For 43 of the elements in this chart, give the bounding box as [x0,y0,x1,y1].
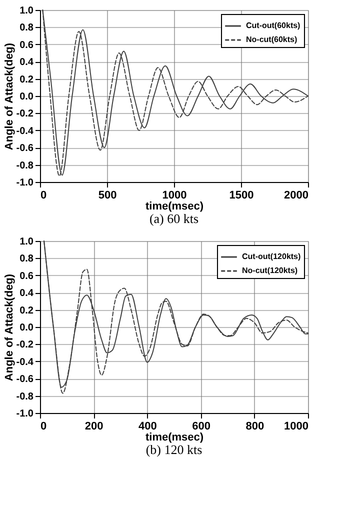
x-tick-label: 0 [40,190,47,202]
y-tick-label: -0.8 [16,391,34,402]
y-tick-label: -0.6 [16,143,34,154]
y-tick-label: 0.4 [20,288,34,300]
y-tick-label: 0.0 [20,322,34,334]
x-tick-label: 0 [40,420,47,432]
y-tick-label: -1.0 [16,178,34,188]
x-tick-label: 200 [84,420,104,432]
legend-label: Cut-out(120kts) [242,252,302,261]
x-tick-label: 2000 [284,190,308,202]
y-tick-label: 0.4 [20,57,34,68]
x-tick-label: 600 [192,420,210,432]
text: (b) 120 kts [146,442,202,457]
text: (a) 60 kts [149,211,199,226]
legend-label: Cut-out(60kts) [246,21,301,30]
x-tick-label: 1500 [229,190,254,202]
y-tick-label: -0.4 [16,126,34,137]
y-axis-title: Angle of Attack(deg) [3,42,16,150]
y-tick-label: -0.8 [16,160,34,172]
legend-label: No-cut(60kts) [246,35,298,44]
x-axis-title: time(msec) [145,432,204,444]
y-tick-label: 1.0 [20,6,34,16]
y-tick-label: -1.0 [16,408,34,420]
y-tick-label: 0.6 [20,40,34,51]
x-tick-label: 400 [138,420,157,432]
y-tick-label: -0.4 [16,356,34,368]
y-axis-title: Angle of Attack(deg) [3,274,16,382]
y-tick-label: 0.8 [20,254,34,265]
y-tick-label: 0.6 [20,270,34,282]
y-tick-label: 0.0 [20,92,34,102]
x-tick-label: 1000 [162,190,187,202]
legend-label: No-cut(120kts) [242,266,298,275]
y-tick-label: 1.0 [20,236,34,248]
y-tick-label: -0.6 [16,374,34,386]
y-tick-label: 0.2 [20,74,34,86]
y-tick-label: -0.2 [16,340,34,351]
y-tick-label: -0.2 [16,108,34,120]
x-tick-label: 500 [98,190,117,202]
y-tick-label: 0.2 [20,305,34,316]
x-axis-title: time(msec) [145,200,204,212]
x-tick-label: 800 [246,420,264,432]
x-tick-label: 1000 [284,420,308,432]
y-tick-label: 0.8 [20,22,34,34]
